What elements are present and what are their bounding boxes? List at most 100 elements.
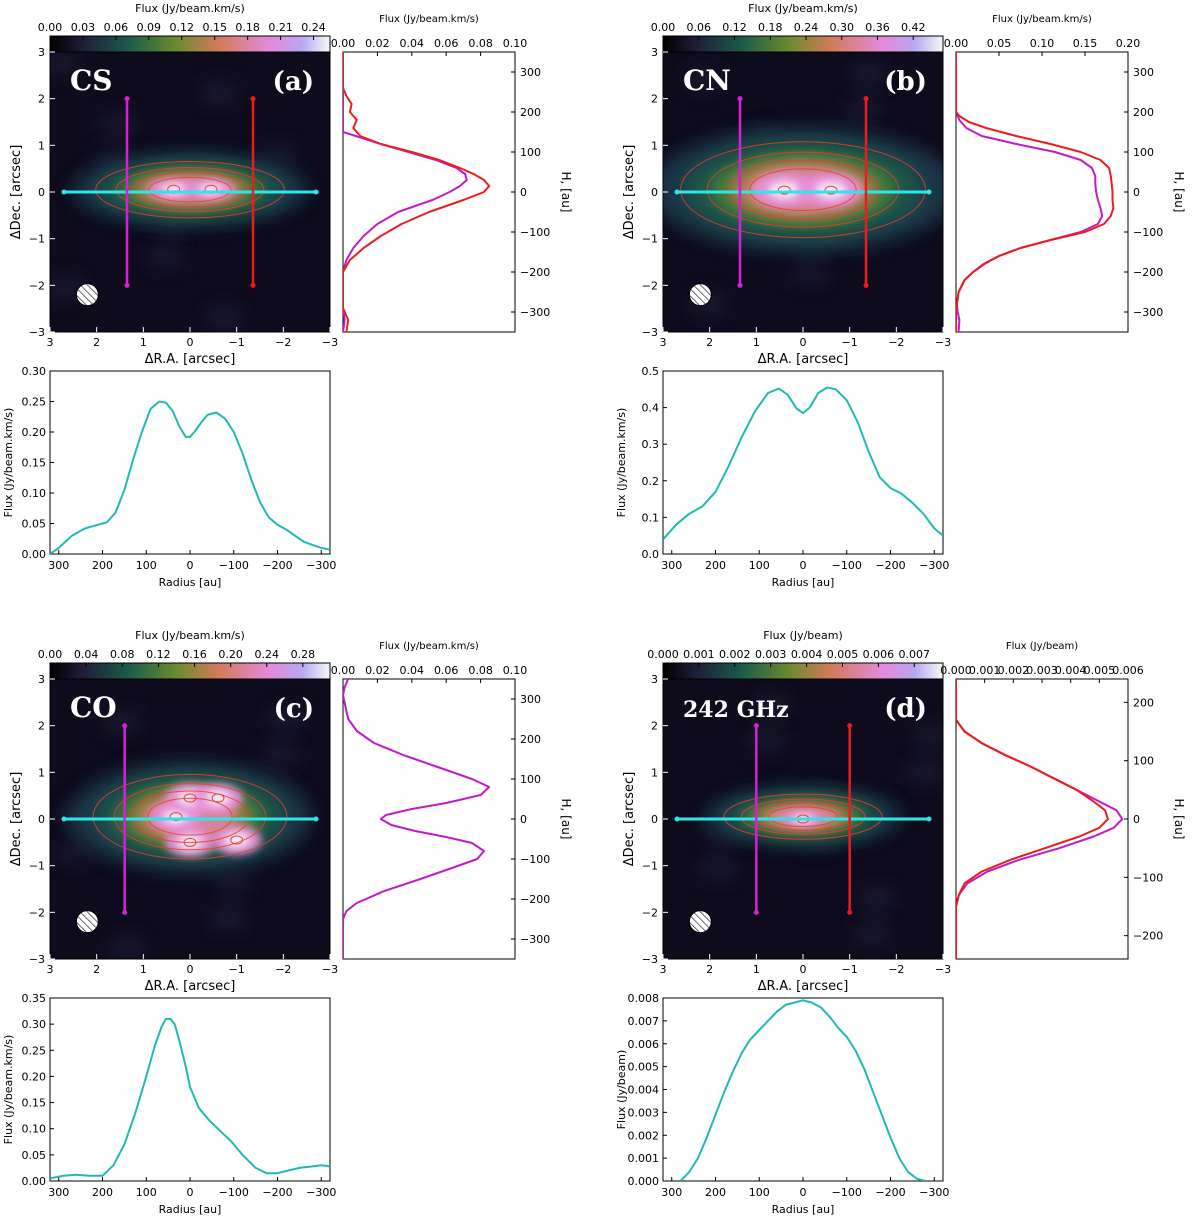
vertical-profile-ylabel: H, [au] [559,799,573,840]
vertical-profile-xtick-label: 0.00 [331,664,356,677]
contour [680,141,926,239]
map-ylabel: ΔDec. [arcsec] [622,772,637,867]
radial-profile-line [50,1017,330,1180]
map-ytick-label: −2 [642,906,658,919]
vertical-cut-red-endpoint [863,282,869,288]
vertical-profile-xtick-label: 0.06 [434,37,459,50]
radial-profile-xtick-label: 100 [136,559,157,572]
noise-blob [908,722,943,750]
vertical-profile-line-magenta [343,679,491,959]
colorbar-tick-label: 0.16 [182,648,207,661]
radial-profile-xtick-label: 300 [48,559,69,572]
vertical-profile-line-red [343,52,491,332]
map-ylabel: ΔDec. [arcsec] [9,772,24,867]
radial-profile-xtick-label: 0 [800,1186,807,1199]
vertical-profile-ytick-label: 100 [1133,755,1154,768]
contour [723,793,883,840]
vertical-profile-xtick-label: 0.000 [940,664,972,677]
noise-blob [855,885,899,913]
beam-ellipse [75,910,99,934]
vertical-profile-xtick-label: 0.006 [1112,664,1144,677]
colorbar-tick-label: 0.30 [829,21,854,34]
radial-profile-xlabel: Radius [au] [772,1203,835,1216]
vertical-cut-magenta-endpoint [753,723,759,729]
map-xtick-label: 3 [660,963,667,976]
map-xtick-label: 0 [187,336,194,349]
vertical-profile-ytick-label: −100 [1133,226,1163,239]
map-ytick-label: 0 [651,813,658,826]
contour [749,168,857,211]
radial-profile-xtick-label: 300 [661,559,682,572]
vertical-cut-red-endpoint [863,96,869,102]
vertical-profile-xlabel: Flux (Jy/beam.km/s) [379,641,479,652]
map-xtick-label: 2 [93,963,100,976]
tracer-label: CO [70,691,117,724]
colorbar-tick-label: 0.28 [291,648,316,661]
vertical-profile-ytick-label: 200 [520,733,541,746]
map-xtick-label: 1 [753,963,760,976]
radial-profile-xtick-label: 200 [705,1186,726,1199]
tracer-label: CS [70,64,113,97]
vertical-profile-ytick-label: 300 [1133,66,1154,79]
radial-profile-frame [49,370,331,555]
map-ytick-label: −3 [29,326,45,339]
radial-profile-xtick-label: 0 [187,1186,194,1199]
vertical-profile-xtick-label: 0.10 [503,664,528,677]
radial-cut-endpoint [674,816,680,822]
vertical-profile-ytick-label: −100 [520,853,550,866]
colorbar-tick-label: 0.06 [686,21,711,34]
map-ytick-label: 2 [651,720,658,733]
vertical-cut-magenta-endpoint [753,909,759,915]
radial-profile-xtick-label: −300 [919,559,949,572]
noise-blob [144,242,188,270]
colorbar-tick-label: 0.003 [755,648,787,661]
radial-cut-endpoint [926,189,932,195]
vertical-profile-xtick-label: 0.04 [400,664,425,677]
radial-profile-ylabel: Flux (Jy/beam) [615,1050,628,1130]
emission-core [163,808,189,825]
radial-profile-ytick-label: 0.05 [22,1149,47,1162]
contour [706,151,900,228]
colorbar-tick-label: 0.20 [218,648,243,661]
vertical-cut-magenta-endpoint [124,96,130,102]
noise-blob [903,757,943,785]
noise-blob [105,934,149,959]
map-xtick-label: −2 [275,336,291,349]
contour [130,790,250,843]
map-xlabel: ΔR.A. [arcsec] [145,352,236,367]
radial-profile-ytick-label: 0.001 [628,1152,660,1165]
vertical-profile-xtick-label: 0.10 [1030,37,1055,50]
radial-profile-line [663,386,943,541]
radial-profile-ytick-label: 0.004 [628,1084,660,1097]
map-xlabel: ΔR.A. [arcsec] [758,352,849,367]
panel-b: Flux (Jy/beam.km/s)0.00 0.06 0.12 0.18 0.24 0… [615,2,1186,589]
colorbar-tick-label: 0.12 [170,21,195,34]
vertical-profile-ytick-label: −300 [520,933,550,946]
radial-profile-ytick-label: 0.25 [22,1044,47,1057]
map-emission [696,691,943,948]
map-xtick-label: 3 [47,963,54,976]
vertical-profile-ytick-label: 100 [1133,146,1154,159]
map-xtick-label: −3 [935,963,951,976]
radial-cut-endpoint [926,816,932,822]
map-ytick-label: −1 [642,860,658,873]
map-ytick-label: −3 [29,953,45,966]
map-ytick-label: 3 [651,46,658,59]
colorbar-label: Flux (Jy/beam.km/s) [748,2,858,15]
vertical-profile-ytick-label: −300 [520,306,550,319]
radial-profile-frame [49,997,331,1182]
radial-profile-line [50,400,330,554]
panel-a: Flux (Jy/beam.km/s) 0.00 0.03 0.06 0.09 0.12 0… [2,2,573,589]
map-xlabel: ΔR.A. [arcsec] [758,979,849,994]
vertical-profile-ytick-label: 100 [520,773,541,786]
map-ytick-label: 1 [651,766,658,779]
vertical-profile-xtick-label: 0.00 [331,37,356,50]
emission-core [815,181,847,199]
vertical-profile-ytick-label: −100 [520,226,550,239]
vertical-profile-ytick-label: −200 [520,266,550,279]
radial-cut-endpoint [313,816,319,822]
radial-profile-xtick-label: 100 [749,1186,770,1199]
vertical-profile-ytick-label: 300 [520,693,541,706]
map-xtick-label: 3 [660,336,667,349]
